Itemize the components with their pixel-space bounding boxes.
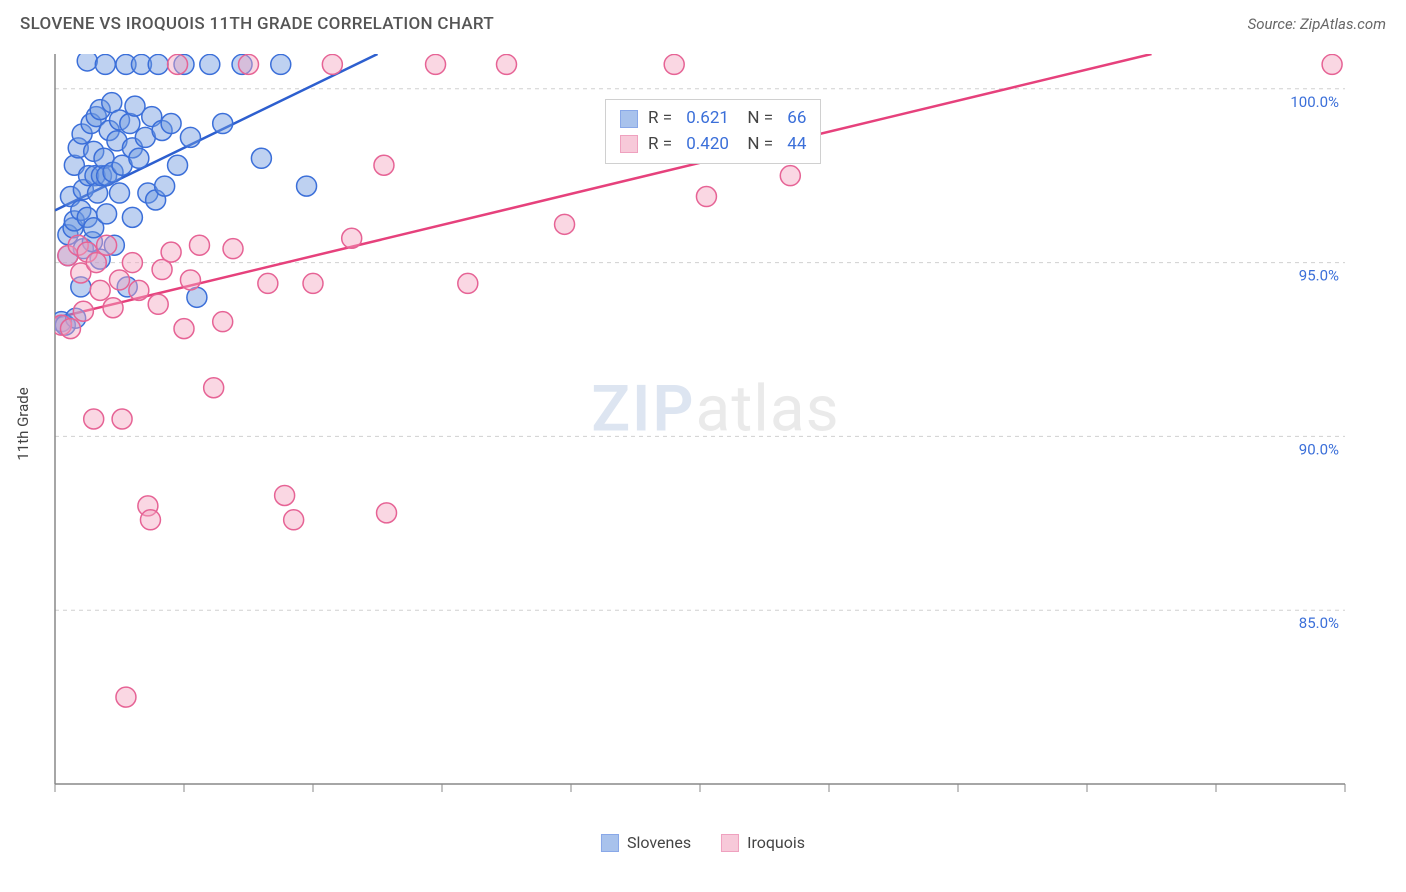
header: SLOVENE VS IROQUOIS 11TH GRADE CORRELATI… [0,0,1406,44]
svg-text:85.0%: 85.0% [1299,614,1339,632]
source-label: Source: ZipAtlas.com [1248,15,1386,33]
legend-swatch-icon [620,135,638,153]
y-axis-label: 11th Grade [14,387,32,460]
legend-row: R = 0.621 N = 66 [620,106,806,132]
legend-r-value: 0.420 [686,132,729,158]
svg-text:100.0%: 100.0% [1290,93,1339,111]
legend-n-value: 66 [787,106,806,132]
legend-swatch-icon [620,110,638,128]
series-legend-item: Iroquois [721,833,805,852]
legend-swatch-icon [721,834,739,852]
legend-r-label: R = [648,106,676,132]
legend-swatch-icon [601,834,619,852]
svg-text:90.0%: 90.0% [1299,440,1339,458]
series-legend-label: Slovenes [627,833,691,852]
legend-n-value: 44 [787,132,806,158]
legend-row: R = 0.420 N = 44 [620,132,806,158]
legend-n-label: N = [739,132,777,158]
series-legend-label: Iroquois [747,833,805,852]
legend-r-label: R = [648,132,676,158]
legend-n-label: N = [739,106,777,132]
svg-text:95.0%: 95.0% [1299,267,1339,285]
correlation-legend: R = 0.621 N = 66R = 0.420 N = 44 [605,99,821,164]
series-legend-item: Slovenes [601,833,691,852]
series-legend: Slovenes Iroquois [601,833,805,852]
chart-title: SLOVENE VS IROQUOIS 11TH GRADE CORRELATI… [20,14,494,34]
legend-r-value: 0.621 [686,106,729,132]
chart-container: 11th Grade 0.0%100.0%85.0%90.0%95.0%100.… [45,44,1386,804]
